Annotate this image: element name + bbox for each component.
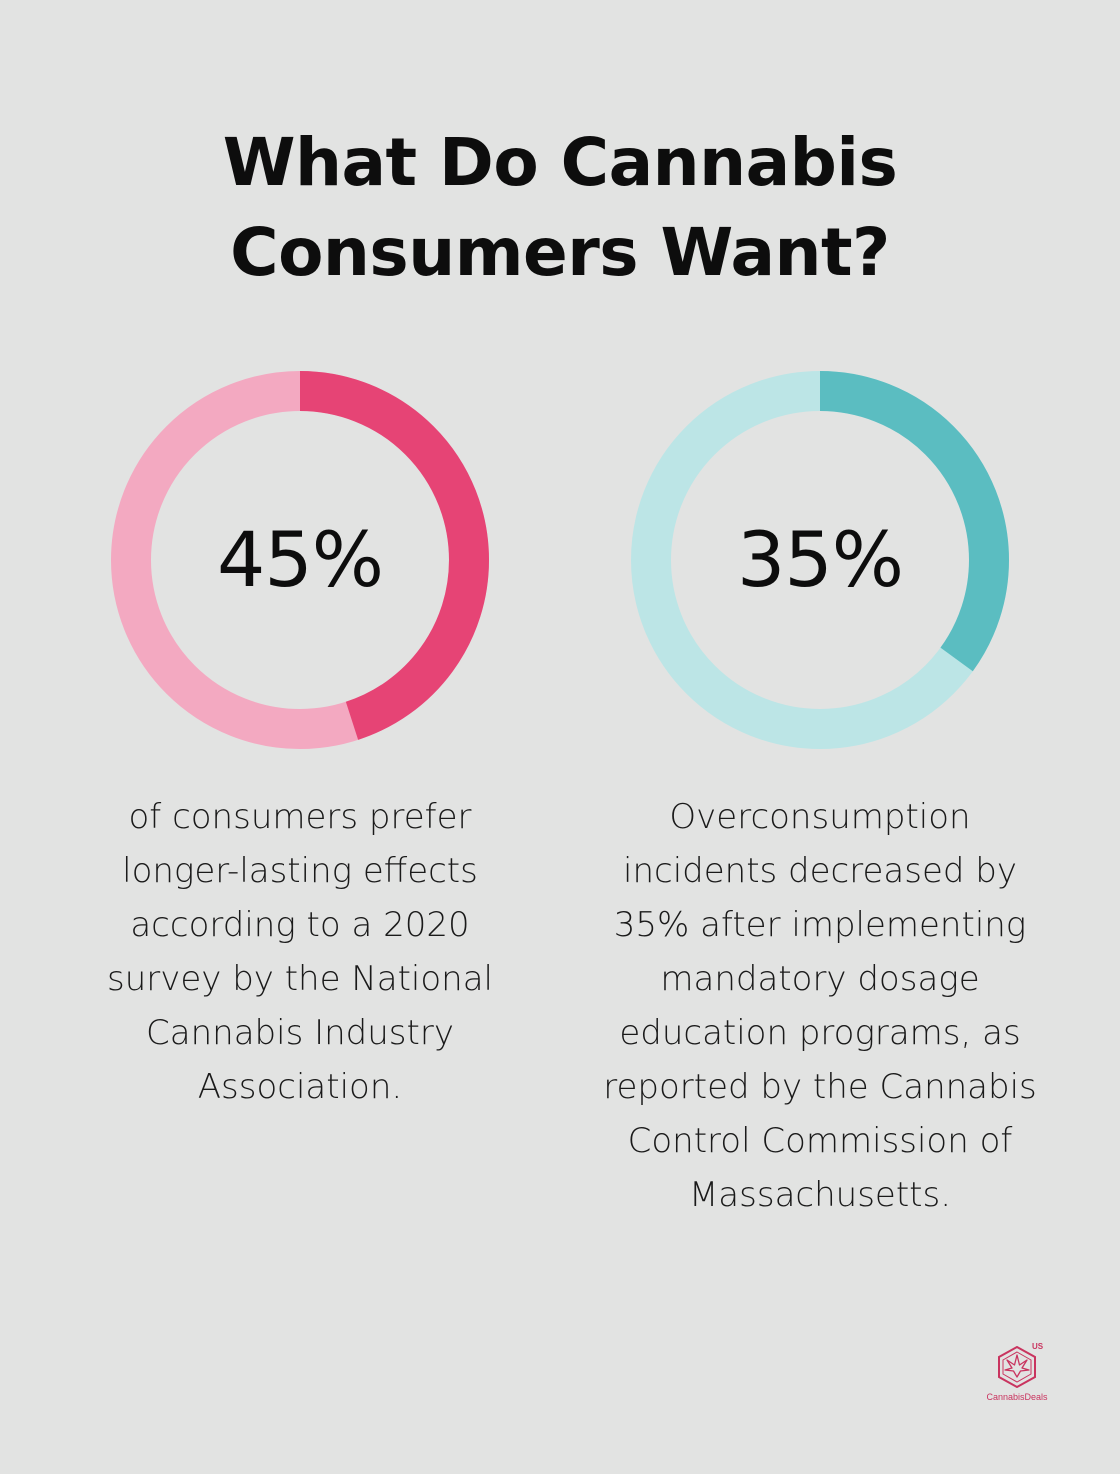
caption-line: incidents decreased by xyxy=(623,851,1017,891)
caption-line: of consumers prefer xyxy=(128,797,472,837)
stat-caption: Overconsumption incidents decreased by 3… xyxy=(590,790,1050,1222)
cannabisdeals-logo: US CannabisDeals xyxy=(982,1342,1052,1408)
caption-line: education programs, as xyxy=(619,1013,1021,1053)
caption-line: reported by the Cannabis xyxy=(603,1067,1037,1107)
logo-superscript: US xyxy=(1032,1342,1044,1351)
donut-value-arc xyxy=(631,371,1009,749)
logo-wordmark: CannabisDeals xyxy=(986,1392,1048,1402)
donut-value-arc xyxy=(111,371,489,749)
caption-line: Association. xyxy=(197,1067,403,1107)
caption-line: according to a 2020 xyxy=(130,905,470,945)
page-title: What Do Cannabis Consumers Want? xyxy=(160,118,960,298)
donut-value-label: 45% xyxy=(217,515,384,604)
caption-line: mandatory dosage xyxy=(660,959,980,999)
title-line-1: What Do Cannabis xyxy=(222,124,898,201)
caption-line: 35% after implementing xyxy=(613,905,1027,945)
caption-line: longer-lasting effects xyxy=(122,851,478,891)
caption-line: Overconsumption xyxy=(669,797,971,837)
cannabis-leaf-hexagon-icon xyxy=(998,1346,1036,1388)
donut-svg xyxy=(111,371,489,749)
donut-svg xyxy=(631,371,1009,749)
caption-line: Cannabis Industry xyxy=(146,1013,454,1053)
stat-caption: of consumers prefer longer-lasting effec… xyxy=(70,790,530,1114)
caption-line: survey by the National xyxy=(106,959,493,999)
title-line-2: Consumers Want? xyxy=(230,214,890,291)
caption-line: Massachusetts. xyxy=(688,1175,952,1215)
donut-chart-35 xyxy=(630,370,1010,750)
caption-line: Control Commission of xyxy=(627,1121,1013,1161)
donut-chart-45 xyxy=(110,370,490,750)
donut-value-label: 35% xyxy=(737,515,904,604)
